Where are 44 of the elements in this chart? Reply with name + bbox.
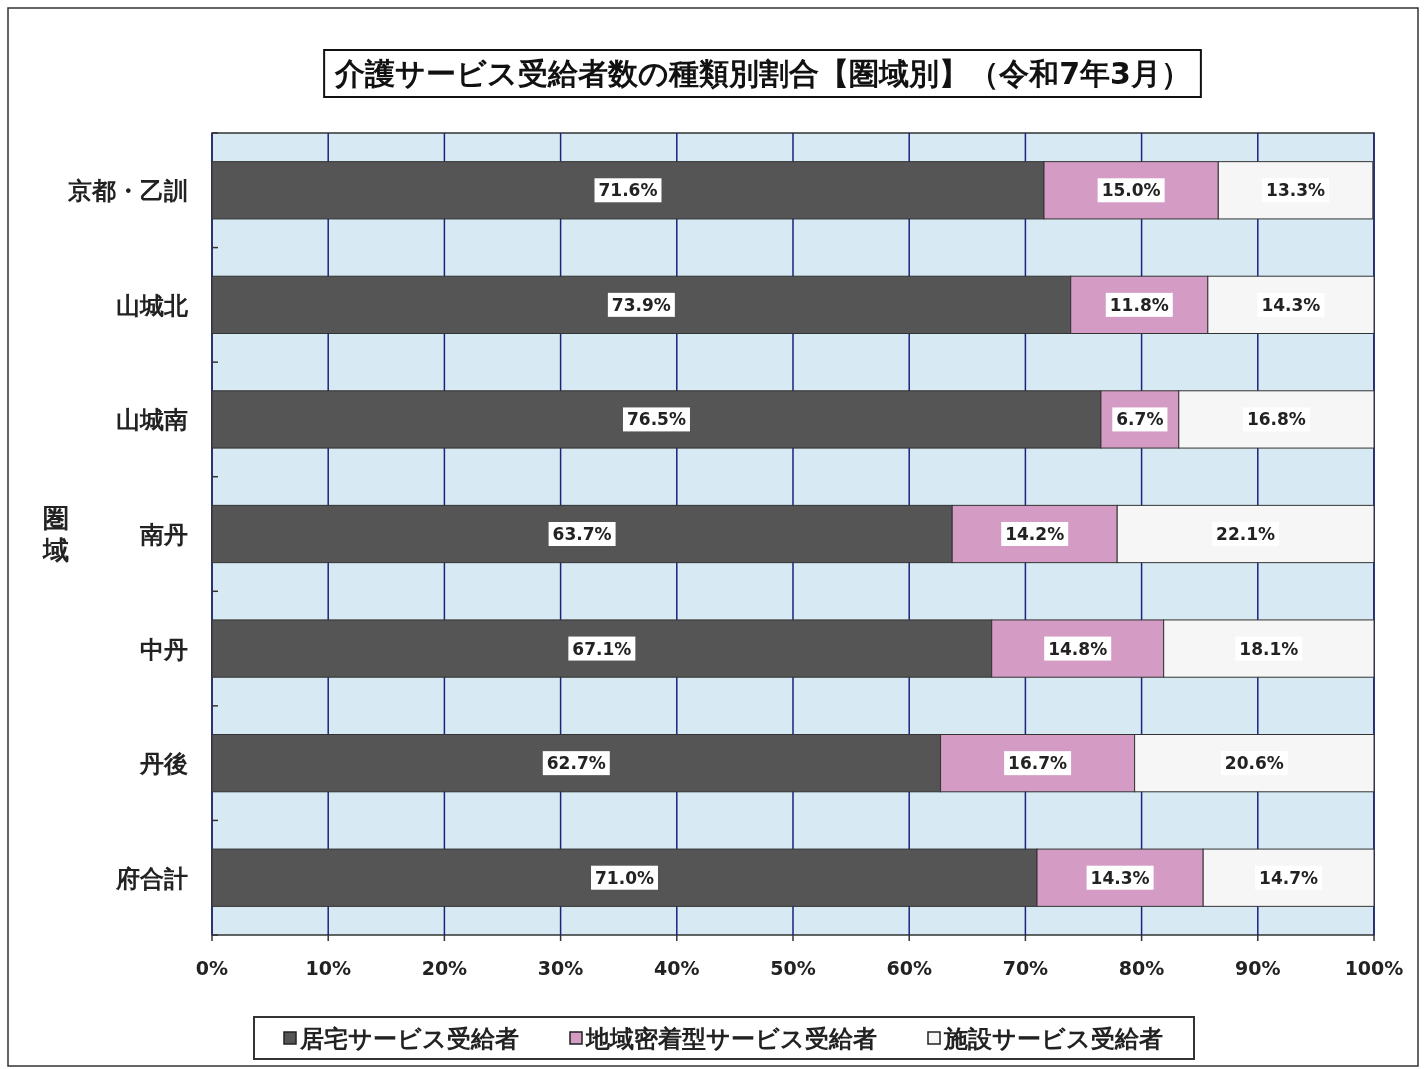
data-label: 63.7%: [552, 524, 612, 544]
x-tick-label: 70%: [1002, 957, 1049, 979]
x-tick-label: 80%: [1118, 957, 1165, 979]
x-tick-label: 100%: [1344, 957, 1404, 979]
data-label: 14.3%: [1261, 294, 1321, 315]
data-label: 76.5%: [626, 409, 686, 430]
data-label: 14.7%: [1259, 867, 1319, 888]
x-tick-label: 30%: [537, 957, 584, 979]
data-label: 14.8%: [1048, 638, 1108, 659]
x-tick-label: 40%: [654, 957, 700, 979]
x-tick-label: 60%: [886, 957, 932, 979]
data-label: 16.7%: [1008, 753, 1068, 774]
data-label: 15.0%: [1101, 180, 1161, 201]
data-label: 6.7%: [1116, 409, 1164, 430]
data-label: 11.8%: [1109, 294, 1169, 315]
y-tick-label: 山城北: [116, 291, 189, 320]
data-label: 13.3%: [1266, 180, 1326, 201]
legend-label: 居宅サービス受給者: [299, 1025, 519, 1053]
legend-label: 施設サービス受給者: [943, 1025, 1163, 1053]
data-label: 71.6%: [598, 180, 658, 201]
y-tick-label: 丹後: [139, 750, 188, 779]
data-label: 62.7%: [546, 753, 606, 774]
data-label: 18.1%: [1239, 638, 1299, 659]
x-tick-label: 10%: [305, 957, 351, 979]
legend-label: 地域密着型サービス受給者: [585, 1025, 877, 1053]
data-label: 20.6%: [1224, 753, 1284, 774]
y-tick-label: 山城南: [116, 406, 188, 435]
y-axis-title: 圏域: [42, 503, 69, 565]
y-tick-label: 京都・乙訓: [67, 177, 188, 206]
y-tick-label: 中丹: [140, 635, 188, 664]
chart-title: 介護サービス受給者数の種類別割合【圏域別】（令和7年3月）: [334, 56, 1191, 91]
y-tick-label: 府合計: [115, 864, 188, 893]
y-tick-label: 南丹: [139, 521, 188, 549]
data-label: 16.8%: [1246, 409, 1306, 430]
data-label: 14.3%: [1090, 867, 1150, 888]
data-label: 71.0%: [595, 867, 654, 888]
x-tick-label: 20%: [421, 957, 468, 979]
x-tick-label: 0%: [195, 957, 229, 979]
data-label: 67.1%: [572, 638, 632, 659]
x-tick-label: 50%: [770, 957, 816, 979]
x-tick-label: 90%: [1235, 957, 1281, 979]
data-label: 22.1%: [1216, 524, 1276, 544]
data-label: 73.9%: [611, 294, 671, 315]
data-label: 14.2%: [1005, 524, 1065, 544]
